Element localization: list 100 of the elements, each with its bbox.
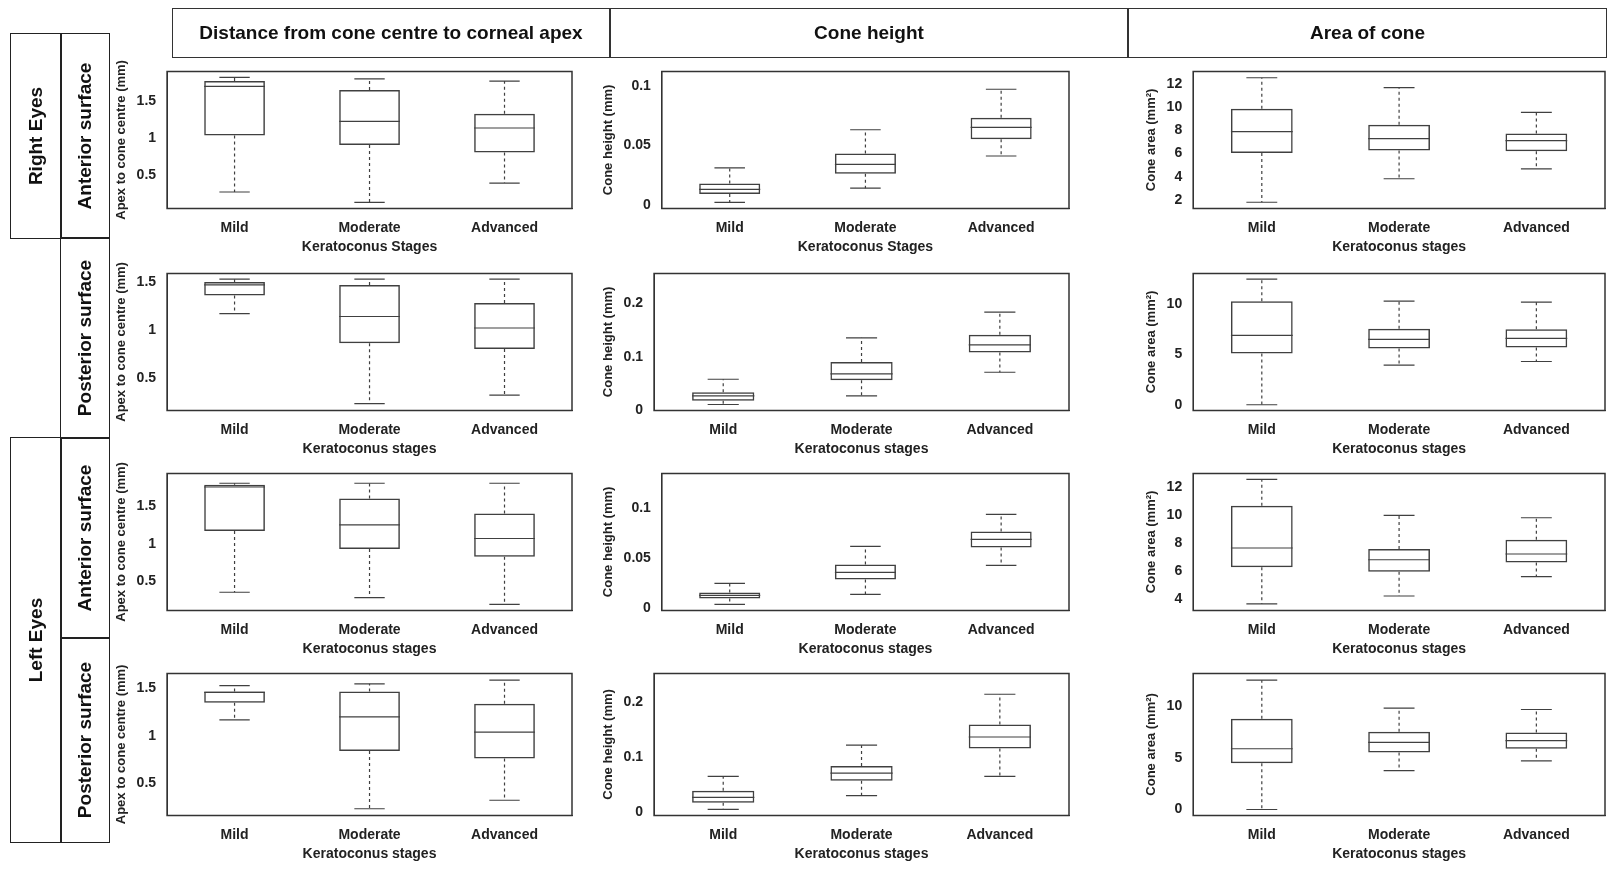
y-axis-title: Cone height (mm) bbox=[600, 689, 616, 800]
x-tick-label: Moderate bbox=[830, 825, 893, 842]
x-tick-label: Advanced bbox=[471, 825, 538, 842]
y-axis-title: Apex to cone centre (mm) bbox=[113, 262, 129, 422]
x-tick-label: Moderate bbox=[338, 218, 401, 235]
x-tick-label: Advanced bbox=[967, 218, 1035, 235]
x-tick-label: Mild bbox=[709, 825, 738, 842]
x-tick-label: Moderate bbox=[338, 420, 401, 437]
x-axis-title: Keratoconus stages bbox=[1332, 845, 1467, 862]
x-tick-label: Advanced bbox=[966, 825, 1034, 842]
x-tick-label: Advanced bbox=[471, 620, 538, 637]
x-tick-label: Moderate bbox=[1367, 218, 1431, 235]
x-axis-title: Keratoconus Stages bbox=[301, 238, 438, 255]
y-tick-label: 4 bbox=[1174, 167, 1183, 184]
x-tick-label: Moderate bbox=[834, 620, 897, 637]
x-axis-title: Keratoconus Stages bbox=[797, 238, 934, 255]
y-tick-label: 5 bbox=[1174, 748, 1183, 765]
y-tick-label: 1 bbox=[148, 320, 157, 337]
x-tick-label: Advanced bbox=[1502, 620, 1570, 637]
x-tick-label: Mild bbox=[1247, 420, 1276, 437]
x-axis-title: Keratoconus stages bbox=[1332, 238, 1467, 255]
y-tick-label: 6 bbox=[1174, 144, 1183, 161]
y-tick-label: 1.5 bbox=[136, 679, 157, 696]
x-axis-title: Keratoconus stages bbox=[794, 845, 929, 862]
y-tick-label: 0 bbox=[1174, 800, 1183, 817]
y-tick-label: 12 bbox=[1166, 478, 1183, 495]
text: Anterior surface bbox=[74, 464, 96, 612]
x-tick-label: Mild bbox=[1247, 218, 1276, 235]
x-tick-label: Mild bbox=[709, 420, 738, 437]
y-tick-label: 0.5 bbox=[136, 774, 157, 791]
x-axis-title: Keratoconus stages bbox=[1332, 440, 1467, 457]
x-tick-label: Mild bbox=[220, 620, 249, 637]
y-tick-label: 8 bbox=[1174, 534, 1183, 551]
y-tick-label: 5 bbox=[1174, 345, 1183, 362]
chart-title: Distance from cone centre to corneal apex bbox=[172, 8, 610, 58]
y-tick-label: 12 bbox=[1166, 75, 1183, 91]
x-tick-label: Advanced bbox=[1502, 420, 1570, 437]
y-tick-label: 0.2 bbox=[623, 693, 644, 710]
y-axis-title: Apex to cone centre (mm) bbox=[113, 60, 129, 220]
y-tick-label: 1 bbox=[148, 726, 157, 743]
x-tick-label: Moderate bbox=[338, 825, 401, 842]
y-tick-label: 0.05 bbox=[623, 549, 652, 566]
text: Posterior surface bbox=[74, 259, 96, 417]
x-tick-label: Mild bbox=[220, 420, 249, 437]
x-tick-label: Advanced bbox=[1502, 825, 1570, 842]
y-tick-label: 6 bbox=[1174, 562, 1183, 579]
y-tick-label: 1 bbox=[148, 534, 157, 551]
y-tick-label: 1.5 bbox=[136, 496, 157, 513]
y-tick-label: 0.5 bbox=[136, 572, 157, 589]
y-tick-label: 4 bbox=[1174, 590, 1183, 607]
x-tick-label: Moderate bbox=[338, 620, 401, 637]
y-axis-title: Cone height (mm) bbox=[600, 486, 616, 598]
x-tick-label: Moderate bbox=[830, 420, 893, 437]
y-tick-label: 1.5 bbox=[136, 92, 157, 109]
y-tick-label: 10 bbox=[1166, 295, 1183, 312]
x-tick-label: Mild bbox=[220, 218, 249, 235]
y-tick-label: 0.5 bbox=[136, 166, 157, 183]
x-tick-label: Advanced bbox=[1502, 218, 1570, 235]
y-tick-label: 8 bbox=[1174, 121, 1183, 138]
y-tick-label: 0 bbox=[635, 401, 644, 418]
x-tick-label: Advanced bbox=[967, 620, 1035, 637]
y-tick-label: 1 bbox=[148, 129, 157, 146]
y-tick-label: 0 bbox=[643, 599, 652, 616]
y-tick-label: 0 bbox=[635, 802, 644, 819]
y-tick-label: 2 bbox=[1174, 190, 1183, 207]
x-tick-label: Advanced bbox=[471, 420, 538, 437]
x-axis-title: Keratoconus stages bbox=[794, 440, 929, 457]
x-tick-label: Moderate bbox=[1367, 620, 1431, 637]
y-tick-label: 10 bbox=[1166, 506, 1183, 523]
text: Anterior surface bbox=[74, 62, 96, 210]
x-tick-label: Mild bbox=[715, 620, 744, 637]
y-axis-title: Cone area (mm²) bbox=[1143, 490, 1159, 594]
y-axis-title: Cone height (mm) bbox=[600, 84, 616, 196]
x-axis-title: Keratoconus stages bbox=[1332, 640, 1467, 657]
y-tick-label: 0.1 bbox=[623, 748, 644, 765]
x-axis-title: Keratoconus stages bbox=[302, 640, 437, 657]
y-tick-label: 0.05 bbox=[623, 136, 652, 153]
y-axis-title: Apex to cone centre (mm) bbox=[113, 664, 129, 825]
y-axis-title: Cone area (mm²) bbox=[1143, 290, 1159, 394]
y-tick-label: 0.1 bbox=[623, 347, 644, 364]
chart-title: Cone height bbox=[610, 8, 1128, 58]
x-tick-label: Advanced bbox=[966, 420, 1034, 437]
x-axis-title: Keratoconus stages bbox=[302, 440, 437, 457]
text: Posterior surface bbox=[74, 661, 96, 819]
x-tick-label: Moderate bbox=[834, 218, 897, 235]
x-axis-title: Keratoconus stages bbox=[302, 845, 437, 862]
y-tick-label: 1.5 bbox=[136, 272, 157, 289]
chart-title: Area of cone bbox=[1128, 8, 1607, 58]
text: Right Eyes bbox=[25, 86, 47, 186]
y-tick-label: 0 bbox=[643, 195, 652, 212]
x-tick-label: Mild bbox=[220, 825, 249, 842]
y-axis-title: Cone area (mm²) bbox=[1143, 693, 1159, 796]
y-tick-label: 0.1 bbox=[631, 76, 652, 93]
y-tick-label: 0.2 bbox=[623, 293, 644, 310]
x-tick-label: Moderate bbox=[1367, 825, 1431, 842]
text: Left Eyes bbox=[25, 597, 47, 683]
y-axis-title: Cone height (mm) bbox=[600, 286, 616, 398]
y-tick-label: 10 bbox=[1166, 696, 1183, 713]
y-tick-label: 0.1 bbox=[631, 499, 652, 516]
x-tick-label: Advanced bbox=[471, 218, 538, 235]
